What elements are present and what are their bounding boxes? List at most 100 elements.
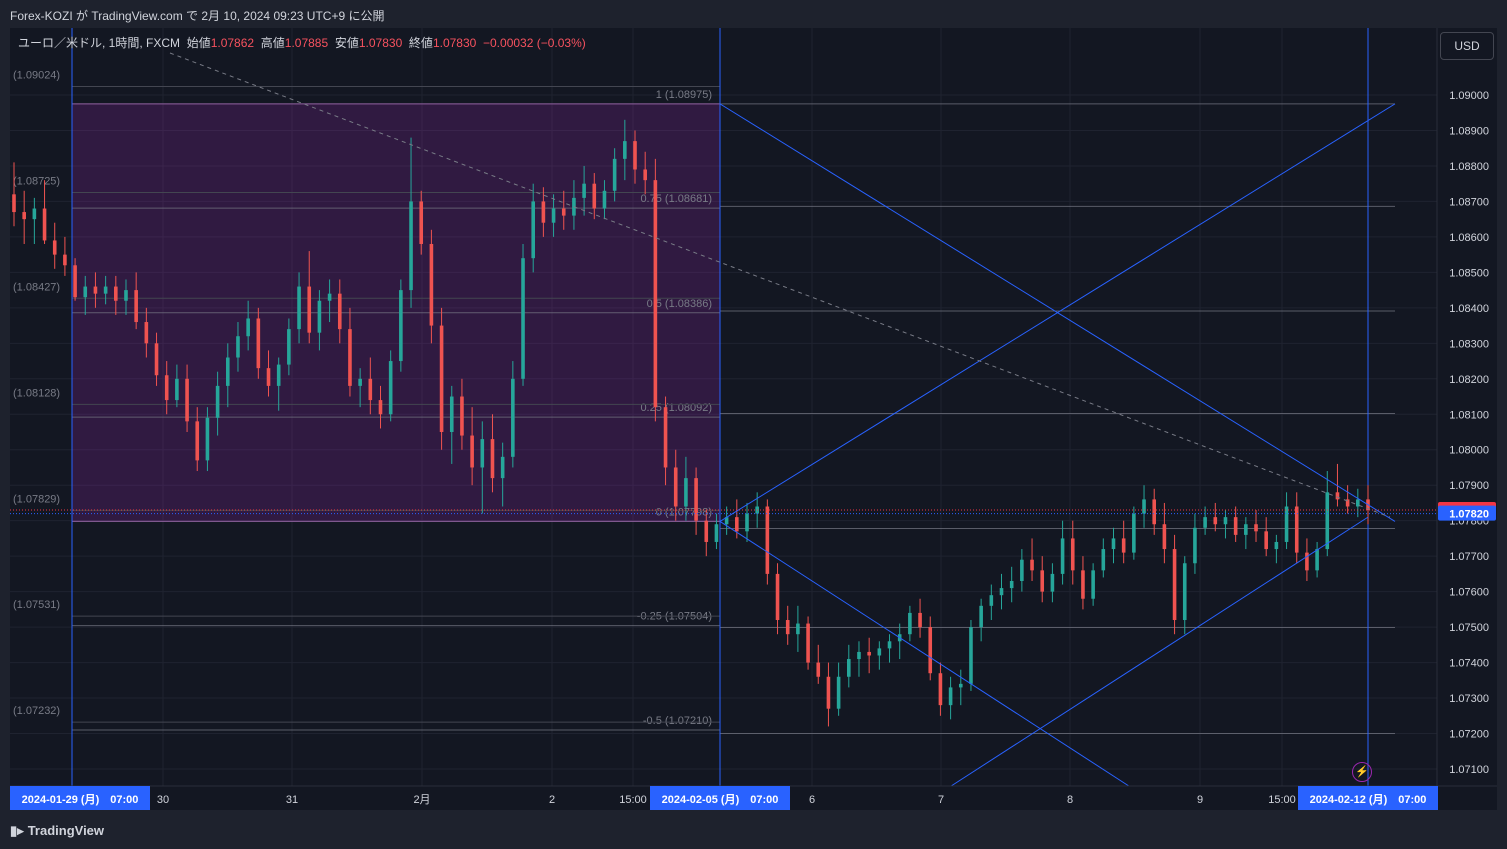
fib-level-label: 0.75 (1.08681) <box>640 193 712 205</box>
candle-body <box>470 435 474 468</box>
candle-body <box>602 190 607 209</box>
low-label: 安値 <box>334 36 359 50</box>
candle-body <box>724 517 729 525</box>
candle-body <box>460 396 464 436</box>
candle-body <box>521 258 525 379</box>
price-axis-label: 1.07700 <box>1449 551 1489 563</box>
candle-body <box>175 378 179 401</box>
dashed-trend-line <box>169 52 1391 518</box>
trend-line <box>949 516 1369 788</box>
candle-body <box>1182 563 1187 621</box>
candle-body <box>368 378 373 401</box>
lightning-icon[interactable]: ⚡ <box>1352 762 1372 782</box>
candle-body <box>1315 549 1319 571</box>
candle-body <box>144 322 149 344</box>
time-axis-label: 2024-02-05 (月) 07:00 <box>662 793 779 806</box>
candle-body <box>857 651 861 660</box>
price-axis-label: 1.08700 <box>1449 196 1489 208</box>
candle-body <box>541 201 546 223</box>
candle-body <box>918 612 922 628</box>
tv-logo-icon: ▮▸ <box>10 823 24 838</box>
candle-body <box>297 286 301 330</box>
candle-body <box>73 265 77 298</box>
candle-body <box>215 385 220 418</box>
change-value: −0.00032 (−0.03%) <box>483 36 586 50</box>
left-level-label: (1.07829) <box>13 493 60 505</box>
candle-body <box>1050 573 1055 592</box>
ohlc-legend: ユーロ／米ドル, 1時間, FXCM 始値1.07862 高値1.07885 安… <box>18 34 586 51</box>
candle-body <box>103 286 108 294</box>
fib-level-label: -0.5 (1.07210) <box>643 715 712 727</box>
open-label: 始値 <box>186 36 211 50</box>
candle-body <box>164 375 169 401</box>
candle-body <box>358 378 362 386</box>
close-value: 1.07830 <box>432 36 477 50</box>
candle-body <box>623 141 627 159</box>
price-tag-label: 1.07820 <box>1449 509 1489 521</box>
candle-body <box>948 687 953 706</box>
candle-body <box>1081 570 1085 599</box>
chart-canvas[interactable]: 1 (1.08975) 0.75 (1.08681) 0.5 (1.08386) 0.… <box>10 28 1497 810</box>
candle-body <box>429 243 434 326</box>
candle-body <box>1193 527 1197 564</box>
candle-body <box>1111 538 1116 550</box>
chart-area[interactable]: 1 (1.08975) 0.75 (1.08681) 0.5 (1.08386) 0.… <box>10 28 1497 810</box>
symbol-label: ユーロ／米ドル, 1時間, FXCM <box>18 36 181 50</box>
price-axis-label: 1.08300 <box>1449 338 1489 350</box>
candle-body <box>276 364 281 386</box>
time-axis-label: 8 <box>1067 794 1073 806</box>
candle-body <box>582 183 586 198</box>
candle-body <box>1335 492 1340 500</box>
candle-body <box>816 662 821 677</box>
candle-body <box>154 343 159 376</box>
time-axis-highlight <box>1298 786 1438 810</box>
candle-body <box>348 329 352 386</box>
candle-body <box>52 240 57 255</box>
left-level-label: (1.07232) <box>13 705 60 717</box>
candle-body <box>1274 541 1279 550</box>
candle-body <box>704 520 709 542</box>
candle-body <box>185 378 189 422</box>
candle-body <box>1305 552 1309 571</box>
candle-body <box>796 623 800 635</box>
candle-body <box>93 286 98 294</box>
candle-body <box>1121 538 1126 553</box>
price-axis-label: 1.08900 <box>1449 125 1489 137</box>
candle-body <box>1009 580 1014 589</box>
candle-body <box>989 595 994 606</box>
candle-body <box>551 208 556 223</box>
candle-body <box>409 201 413 291</box>
open-value: 1.07862 <box>210 36 255 50</box>
candle-body <box>205 417 210 461</box>
price-axis-label: 1.08800 <box>1449 161 1489 173</box>
price-axis-label: 1.08500 <box>1449 267 1489 279</box>
candle-body <box>480 439 485 468</box>
candle-body <box>908 612 912 635</box>
candle-body <box>928 627 933 674</box>
candle-body <box>1223 517 1228 525</box>
candle-body <box>1060 538 1065 574</box>
time-axis-label: 9 <box>1197 794 1203 806</box>
tradingview-logo[interactable]: ▮▸ TradingView <box>10 823 104 839</box>
candle-body <box>887 641 892 649</box>
candle-body <box>1233 517 1238 535</box>
price-axis-label: 1.09000 <box>1449 90 1489 102</box>
price-axis-label: 1.07300 <box>1449 693 1489 705</box>
candle-body <box>1070 538 1075 571</box>
candle-body <box>673 467 678 507</box>
price-axis-label: 1.07400 <box>1449 658 1489 670</box>
publish-header: Forex-KOZI が TradingView.com で 2月 10, 20… <box>0 0 1507 28</box>
currency-button[interactable]: USD <box>1440 32 1494 60</box>
left-level-label: (1.08725) <box>13 176 60 188</box>
candle-body <box>1040 570 1045 592</box>
candle-body <box>246 318 250 337</box>
time-axis-label: 30 <box>157 794 169 806</box>
candle-body <box>612 158 617 191</box>
candle-body <box>653 180 658 408</box>
time-axis-label: 2024-02-12 (月) 07:00 <box>1310 793 1427 806</box>
candle-body <box>124 290 128 301</box>
candle-body <box>1356 499 1360 507</box>
candle-body <box>694 478 698 521</box>
price-axis-label: 1.07600 <box>1449 587 1489 599</box>
price-axis-label: 1.08200 <box>1449 374 1489 386</box>
